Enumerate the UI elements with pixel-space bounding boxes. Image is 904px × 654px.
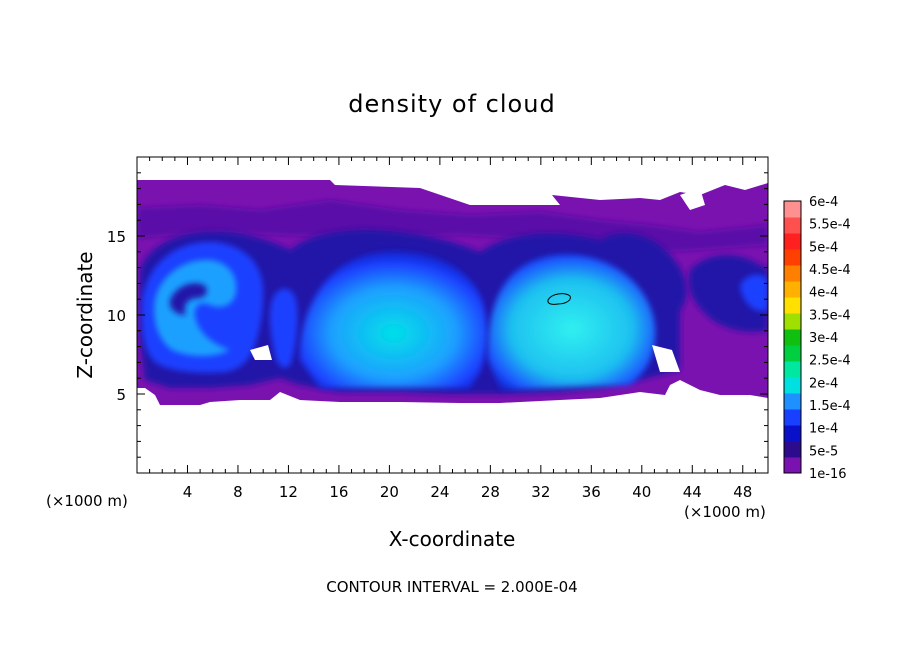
x-tick-label: 40 [632, 483, 651, 501]
x-tick-label: 12 [279, 483, 298, 501]
colorbar-label: 1e-16 [809, 467, 847, 482]
colorbar-swatch [784, 217, 801, 234]
colorbar-swatch [784, 457, 801, 474]
contour-interval-note: CONTOUR INTERVAL = 2.000E-04 [326, 578, 577, 596]
x-tick-label: 28 [481, 483, 500, 501]
colorbar-label: 3.5e-4 [809, 308, 851, 323]
colorbar-swatch [784, 201, 801, 218]
colorbar-swatch [784, 409, 801, 426]
x-tick-label: 44 [683, 483, 702, 501]
x-tick-label: 36 [582, 483, 601, 501]
x-tick-label: 48 [733, 483, 752, 501]
colorbar-label: 1e-4 [809, 422, 838, 437]
colorbar-label: 5e-4 [809, 240, 838, 255]
colorbar-swatch [784, 393, 801, 410]
cloud-gap [250, 345, 272, 360]
x-tick-label: 8 [233, 483, 243, 501]
mid-column [269, 288, 298, 368]
colorbar-swatch [784, 425, 801, 442]
colorbar-swatch [784, 249, 801, 266]
x-tick-label: 32 [531, 483, 550, 501]
colorbar-swatch [784, 441, 801, 458]
colorbar-label: 1.5e-4 [809, 399, 851, 414]
x-tick-label: 4 [183, 483, 193, 501]
colorbar-swatch [784, 329, 801, 346]
x-axis-label: X-coordinate [389, 527, 516, 551]
x-unit-right: (×1000 m) [684, 503, 766, 521]
colorbar-swatch [784, 265, 801, 282]
colorbar-label: 5e-5 [809, 444, 838, 459]
cloud-gap [652, 345, 680, 372]
y-tick-label: 10 [107, 307, 126, 325]
colorbar-label: 4.5e-4 [809, 263, 851, 278]
right-side-blob [688, 255, 768, 332]
right-cloud-cell [487, 254, 656, 390]
colorbar-label: 3e-4 [809, 331, 838, 346]
x-tick-label: 20 [380, 483, 399, 501]
colorbar-label: 4e-4 [809, 286, 838, 301]
left-swirl-inner [169, 283, 207, 315]
y-tick-label: 5 [116, 386, 126, 404]
central-cloud-cell [299, 251, 488, 388]
colorbar-swatch [784, 233, 801, 250]
right-edge-blob [740, 274, 768, 312]
colorbar-swatch [784, 313, 801, 330]
colorbar-label: 2.5e-4 [809, 354, 851, 369]
contour-line [547, 293, 571, 305]
x-axis-ticks: 4 8 12 16 20 24 28 32 36 40 44 48 [149, 157, 756, 501]
colorbar: 1e-16 5e-5 1e-4 1.5e-4 2e-4 2.5e-4 3e-4 3.5e-4 4… [783, 195, 851, 482]
x-tick-label: 24 [430, 483, 449, 501]
y-axis-label: Z-coordinate [73, 251, 97, 378]
colorbar-swatch [784, 361, 801, 378]
colorbar-frame [783, 200, 802, 474]
colorbar-swatch [784, 377, 801, 394]
left-cloud-core [154, 259, 237, 356]
plot-field [137, 157, 768, 473]
cloud-gap [680, 188, 705, 210]
colorbar-label: 2e-4 [809, 376, 838, 391]
chart-title: density of cloud [348, 90, 555, 118]
colorbar-swatch [784, 281, 801, 298]
colorbar-label: 5.5e-4 [809, 218, 851, 233]
colorbar-label: 6e-4 [809, 195, 838, 210]
colorbar-swatch [784, 297, 801, 314]
y-axis-ticks: 5 10 15 [107, 172, 768, 458]
x-unit-left: (×1000 m) [46, 492, 128, 510]
colorbar-swatch [784, 345, 801, 362]
x-tick-label: 16 [329, 483, 348, 501]
y-tick-label: 15 [107, 228, 126, 246]
